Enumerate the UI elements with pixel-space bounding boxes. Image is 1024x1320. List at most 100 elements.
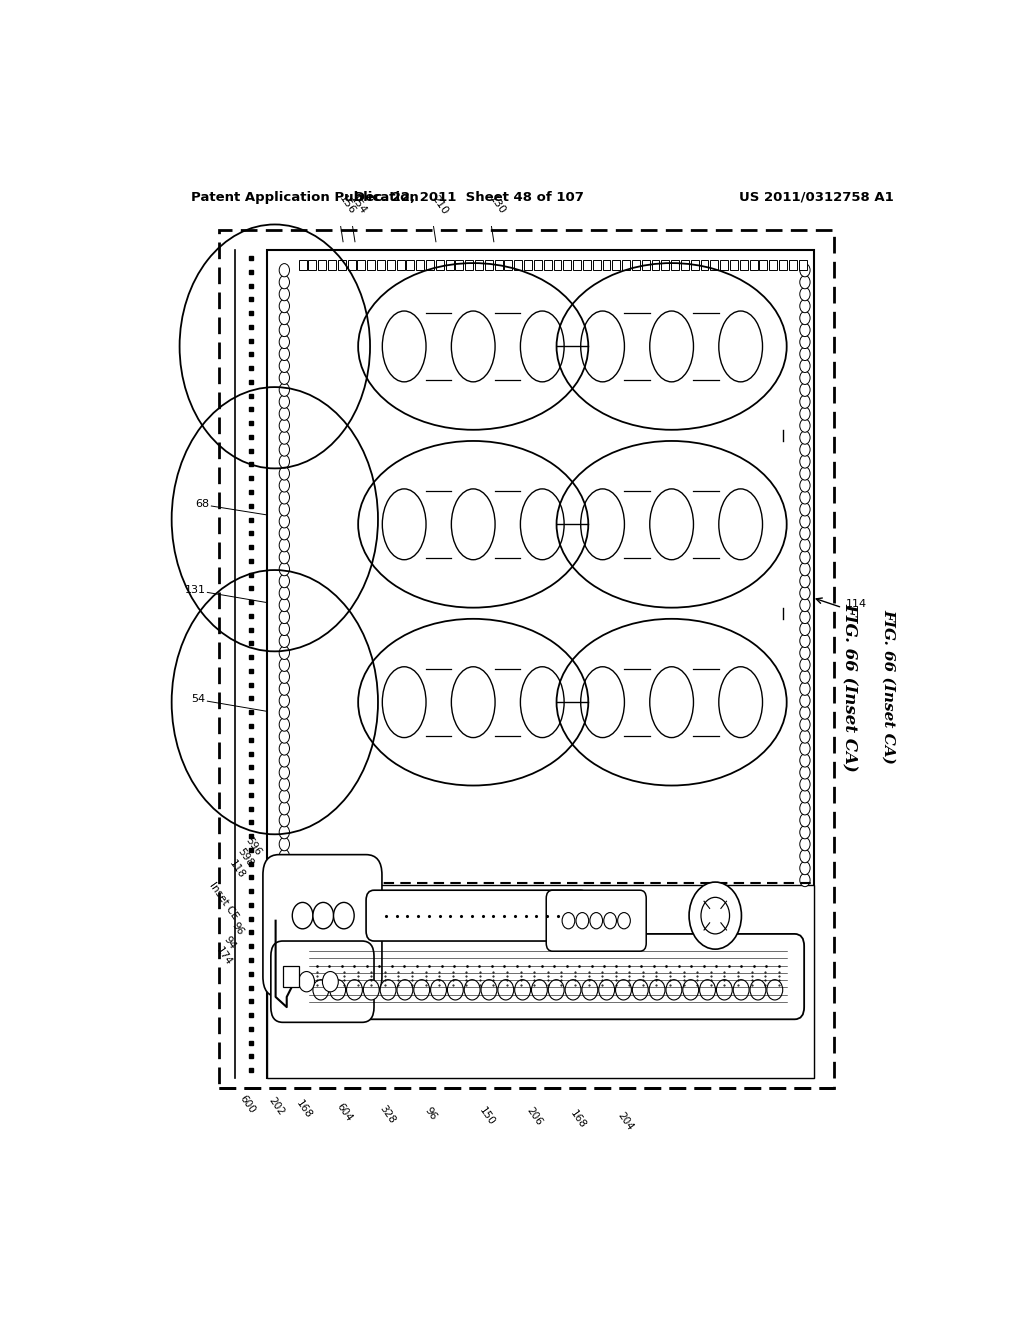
- Bar: [318, 260, 327, 271]
- Circle shape: [800, 635, 810, 648]
- Bar: [377, 260, 385, 271]
- Circle shape: [575, 912, 589, 929]
- Circle shape: [280, 335, 290, 348]
- Text: 90: 90: [297, 862, 312, 878]
- Circle shape: [800, 444, 810, 457]
- Text: 612: 612: [649, 888, 669, 908]
- Bar: [417, 260, 424, 271]
- Circle shape: [800, 347, 810, 360]
- Circle shape: [800, 432, 810, 445]
- Circle shape: [280, 754, 290, 767]
- Circle shape: [447, 979, 463, 1001]
- Bar: [357, 260, 366, 271]
- Circle shape: [414, 979, 430, 1001]
- Circle shape: [280, 813, 290, 826]
- Text: 58: 58: [487, 867, 503, 883]
- Bar: [426, 260, 434, 271]
- Circle shape: [582, 979, 598, 1001]
- Circle shape: [800, 754, 810, 767]
- Circle shape: [280, 789, 290, 803]
- Circle shape: [280, 801, 290, 814]
- Circle shape: [800, 395, 810, 408]
- Circle shape: [280, 276, 290, 289]
- Circle shape: [280, 359, 290, 372]
- Bar: [338, 260, 346, 271]
- Circle shape: [800, 407, 810, 420]
- Text: 90: 90: [660, 891, 676, 907]
- Circle shape: [800, 371, 810, 384]
- Circle shape: [699, 979, 716, 1001]
- Circle shape: [649, 979, 665, 1001]
- Bar: [769, 260, 777, 271]
- Circle shape: [767, 979, 782, 1001]
- Circle shape: [280, 874, 290, 887]
- Bar: [475, 260, 483, 271]
- Circle shape: [800, 491, 810, 504]
- Circle shape: [800, 574, 810, 587]
- Circle shape: [280, 730, 290, 743]
- Circle shape: [800, 850, 810, 863]
- Bar: [544, 260, 552, 271]
- Circle shape: [800, 418, 810, 432]
- Text: 154: 154: [348, 193, 369, 216]
- Circle shape: [280, 444, 290, 457]
- Circle shape: [800, 455, 810, 469]
- Bar: [691, 260, 698, 271]
- Circle shape: [800, 503, 810, 516]
- FancyBboxPatch shape: [367, 890, 588, 941]
- Text: 94: 94: [321, 862, 335, 878]
- Text: 204: 204: [754, 1014, 772, 1035]
- Circle shape: [548, 979, 564, 1001]
- Circle shape: [280, 491, 290, 504]
- Text: 328: 328: [378, 1104, 397, 1126]
- Text: 130: 130: [487, 194, 508, 216]
- Circle shape: [280, 610, 290, 623]
- Circle shape: [280, 503, 290, 516]
- Circle shape: [280, 862, 290, 875]
- Bar: [485, 260, 493, 271]
- Text: 68: 68: [195, 499, 209, 510]
- Circle shape: [313, 979, 329, 1001]
- Circle shape: [800, 694, 810, 708]
- Circle shape: [280, 825, 290, 838]
- Bar: [612, 260, 621, 271]
- Circle shape: [604, 912, 616, 929]
- Circle shape: [280, 622, 290, 635]
- Circle shape: [464, 979, 480, 1001]
- Circle shape: [800, 276, 810, 289]
- Circle shape: [313, 903, 334, 929]
- Circle shape: [800, 862, 810, 875]
- Circle shape: [280, 766, 290, 779]
- Bar: [445, 260, 454, 271]
- Circle shape: [800, 539, 810, 552]
- Circle shape: [280, 742, 290, 755]
- Circle shape: [280, 300, 290, 313]
- Bar: [602, 260, 610, 271]
- Text: 600: 600: [238, 1093, 257, 1115]
- Bar: [554, 260, 561, 271]
- Circle shape: [800, 300, 810, 313]
- Bar: [308, 260, 316, 271]
- Circle shape: [280, 850, 290, 863]
- Circle shape: [280, 418, 290, 432]
- Bar: [465, 260, 473, 271]
- Bar: [524, 260, 532, 271]
- Circle shape: [498, 979, 514, 1001]
- Bar: [671, 260, 679, 271]
- Text: FIG. 66 (Inset CA): FIG. 66 (Inset CA): [882, 610, 895, 764]
- Bar: [299, 260, 306, 271]
- Circle shape: [590, 912, 602, 929]
- Circle shape: [800, 622, 810, 635]
- Circle shape: [800, 742, 810, 755]
- Circle shape: [280, 647, 290, 660]
- Circle shape: [280, 515, 290, 528]
- Bar: [456, 260, 464, 271]
- Circle shape: [800, 718, 810, 731]
- Bar: [681, 260, 689, 271]
- Text: 132: 132: [370, 871, 389, 892]
- Circle shape: [617, 912, 631, 929]
- Circle shape: [800, 777, 810, 791]
- Bar: [662, 260, 670, 271]
- Bar: [583, 260, 591, 271]
- Bar: [267, 249, 814, 1078]
